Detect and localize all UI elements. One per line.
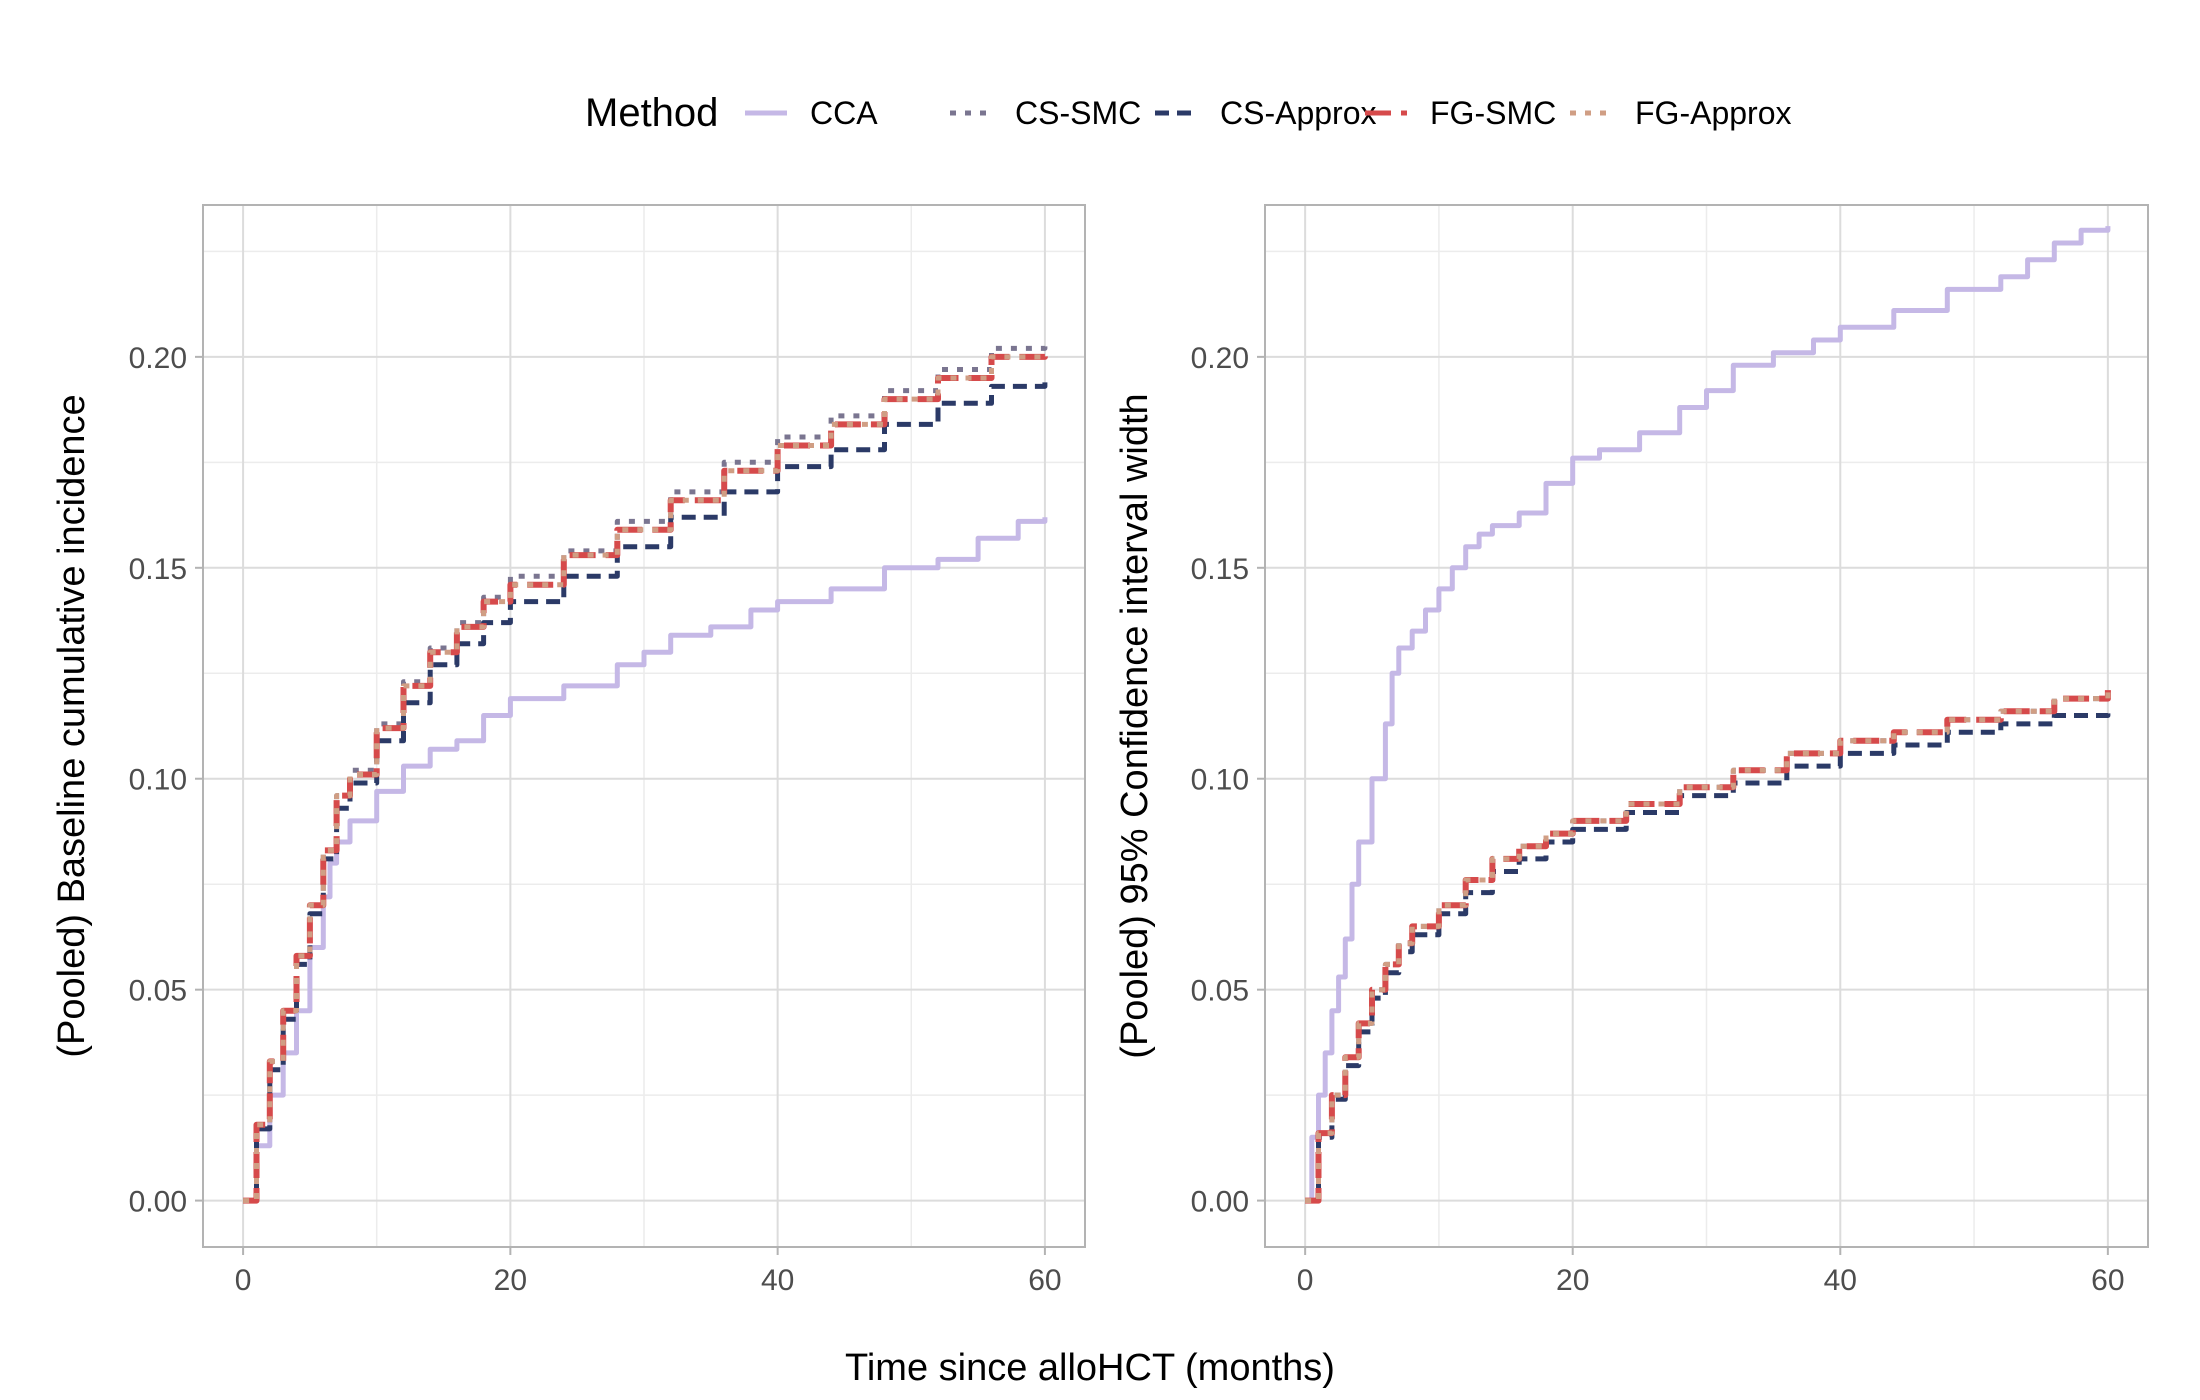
series-line-cca — [243, 517, 1048, 1204]
series-lines — [1305, 226, 2111, 1204]
y-axis-title: (Pooled) 95% Confidence interval width — [1114, 393, 1156, 1058]
legend-label: CS-SMC — [1015, 95, 1141, 131]
legend-title: Method — [585, 91, 718, 135]
x-tick-label: 20 — [494, 1264, 527, 1297]
y-tick-label: 0.00 — [129, 1186, 187, 1219]
panel-border — [202, 204, 1086, 1248]
axes: 0 20 40 60 0.00 0.05 0.10 0.15 0.20 (Pooled) Base… — [51, 342, 1062, 1297]
series-lines — [243, 344, 1048, 1204]
grid — [203, 205, 1085, 1247]
y-tick-label: 0.10 — [129, 764, 187, 797]
panel-left: 0 20 40 60 0.00 0.05 0.10 0.15 0.20 (Pooled) Base… — [51, 204, 1086, 1297]
x-axis-title: Time since alloHCT (months) — [845, 1347, 1335, 1389]
x-tick-label: 0 — [235, 1264, 252, 1297]
legend: Method CCA CS-SMC CS-Approx FG-SMC FG-Approx — [585, 91, 1791, 135]
legend-entries: CCA CS-SMC CS-Approx FG-SMC FG-Approx — [745, 95, 1791, 131]
y-tick-label: 0.15 — [1191, 553, 1249, 586]
legend-entry-cs-approx: CS-Approx — [1155, 95, 1377, 131]
y-axis-title: (Pooled) Baseline cumulative incidence — [51, 394, 93, 1057]
legend-label: FG-SMC — [1430, 95, 1556, 131]
y-tick-label: 0.00 — [1191, 1186, 1249, 1219]
x-tick-label: 40 — [761, 1264, 794, 1297]
y-tick-label: 0.20 — [129, 342, 187, 375]
series-line-fg-smc — [243, 352, 1048, 1204]
panel-border — [1264, 204, 2149, 1248]
x-tick-label: 60 — [2091, 1264, 2124, 1297]
y-tick-label: 0.05 — [129, 975, 187, 1008]
x-tick-label: 20 — [1556, 1264, 1589, 1297]
legend-entry-cca: CCA — [745, 95, 878, 131]
x-tick-label: 40 — [1824, 1264, 1857, 1297]
legend-entry-fg-approx: FG-Approx — [1570, 95, 1791, 131]
legend-entry-fg-smc: FG-SMC — [1365, 95, 1556, 131]
series-line-fg-approx — [1305, 690, 2111, 1204]
y-tick-label: 0.10 — [1191, 764, 1249, 797]
legend-label: CS-Approx — [1220, 95, 1377, 131]
axes: 0 20 40 60 0.00 0.05 0.10 0.15 0.20 (Pooled) 95% … — [1114, 342, 2125, 1297]
legend-entry-cs-smc: CS-SMC — [950, 95, 1141, 131]
y-tick-label: 0.05 — [1191, 975, 1249, 1008]
grid — [1265, 205, 2148, 1247]
series-line-cca — [1305, 226, 2111, 1204]
panel-right: 0 20 40 60 0.00 0.05 0.10 0.15 0.20 (Pooled) 95% … — [1114, 204, 2149, 1297]
legend-label: CCA — [810, 95, 878, 131]
y-tick-label: 0.20 — [1191, 342, 1249, 375]
x-tick-label: 60 — [1028, 1264, 1061, 1297]
y-tick-label: 0.15 — [129, 553, 187, 586]
x-tick-label: 0 — [1297, 1264, 1314, 1297]
legend-label: FG-Approx — [1635, 95, 1791, 131]
